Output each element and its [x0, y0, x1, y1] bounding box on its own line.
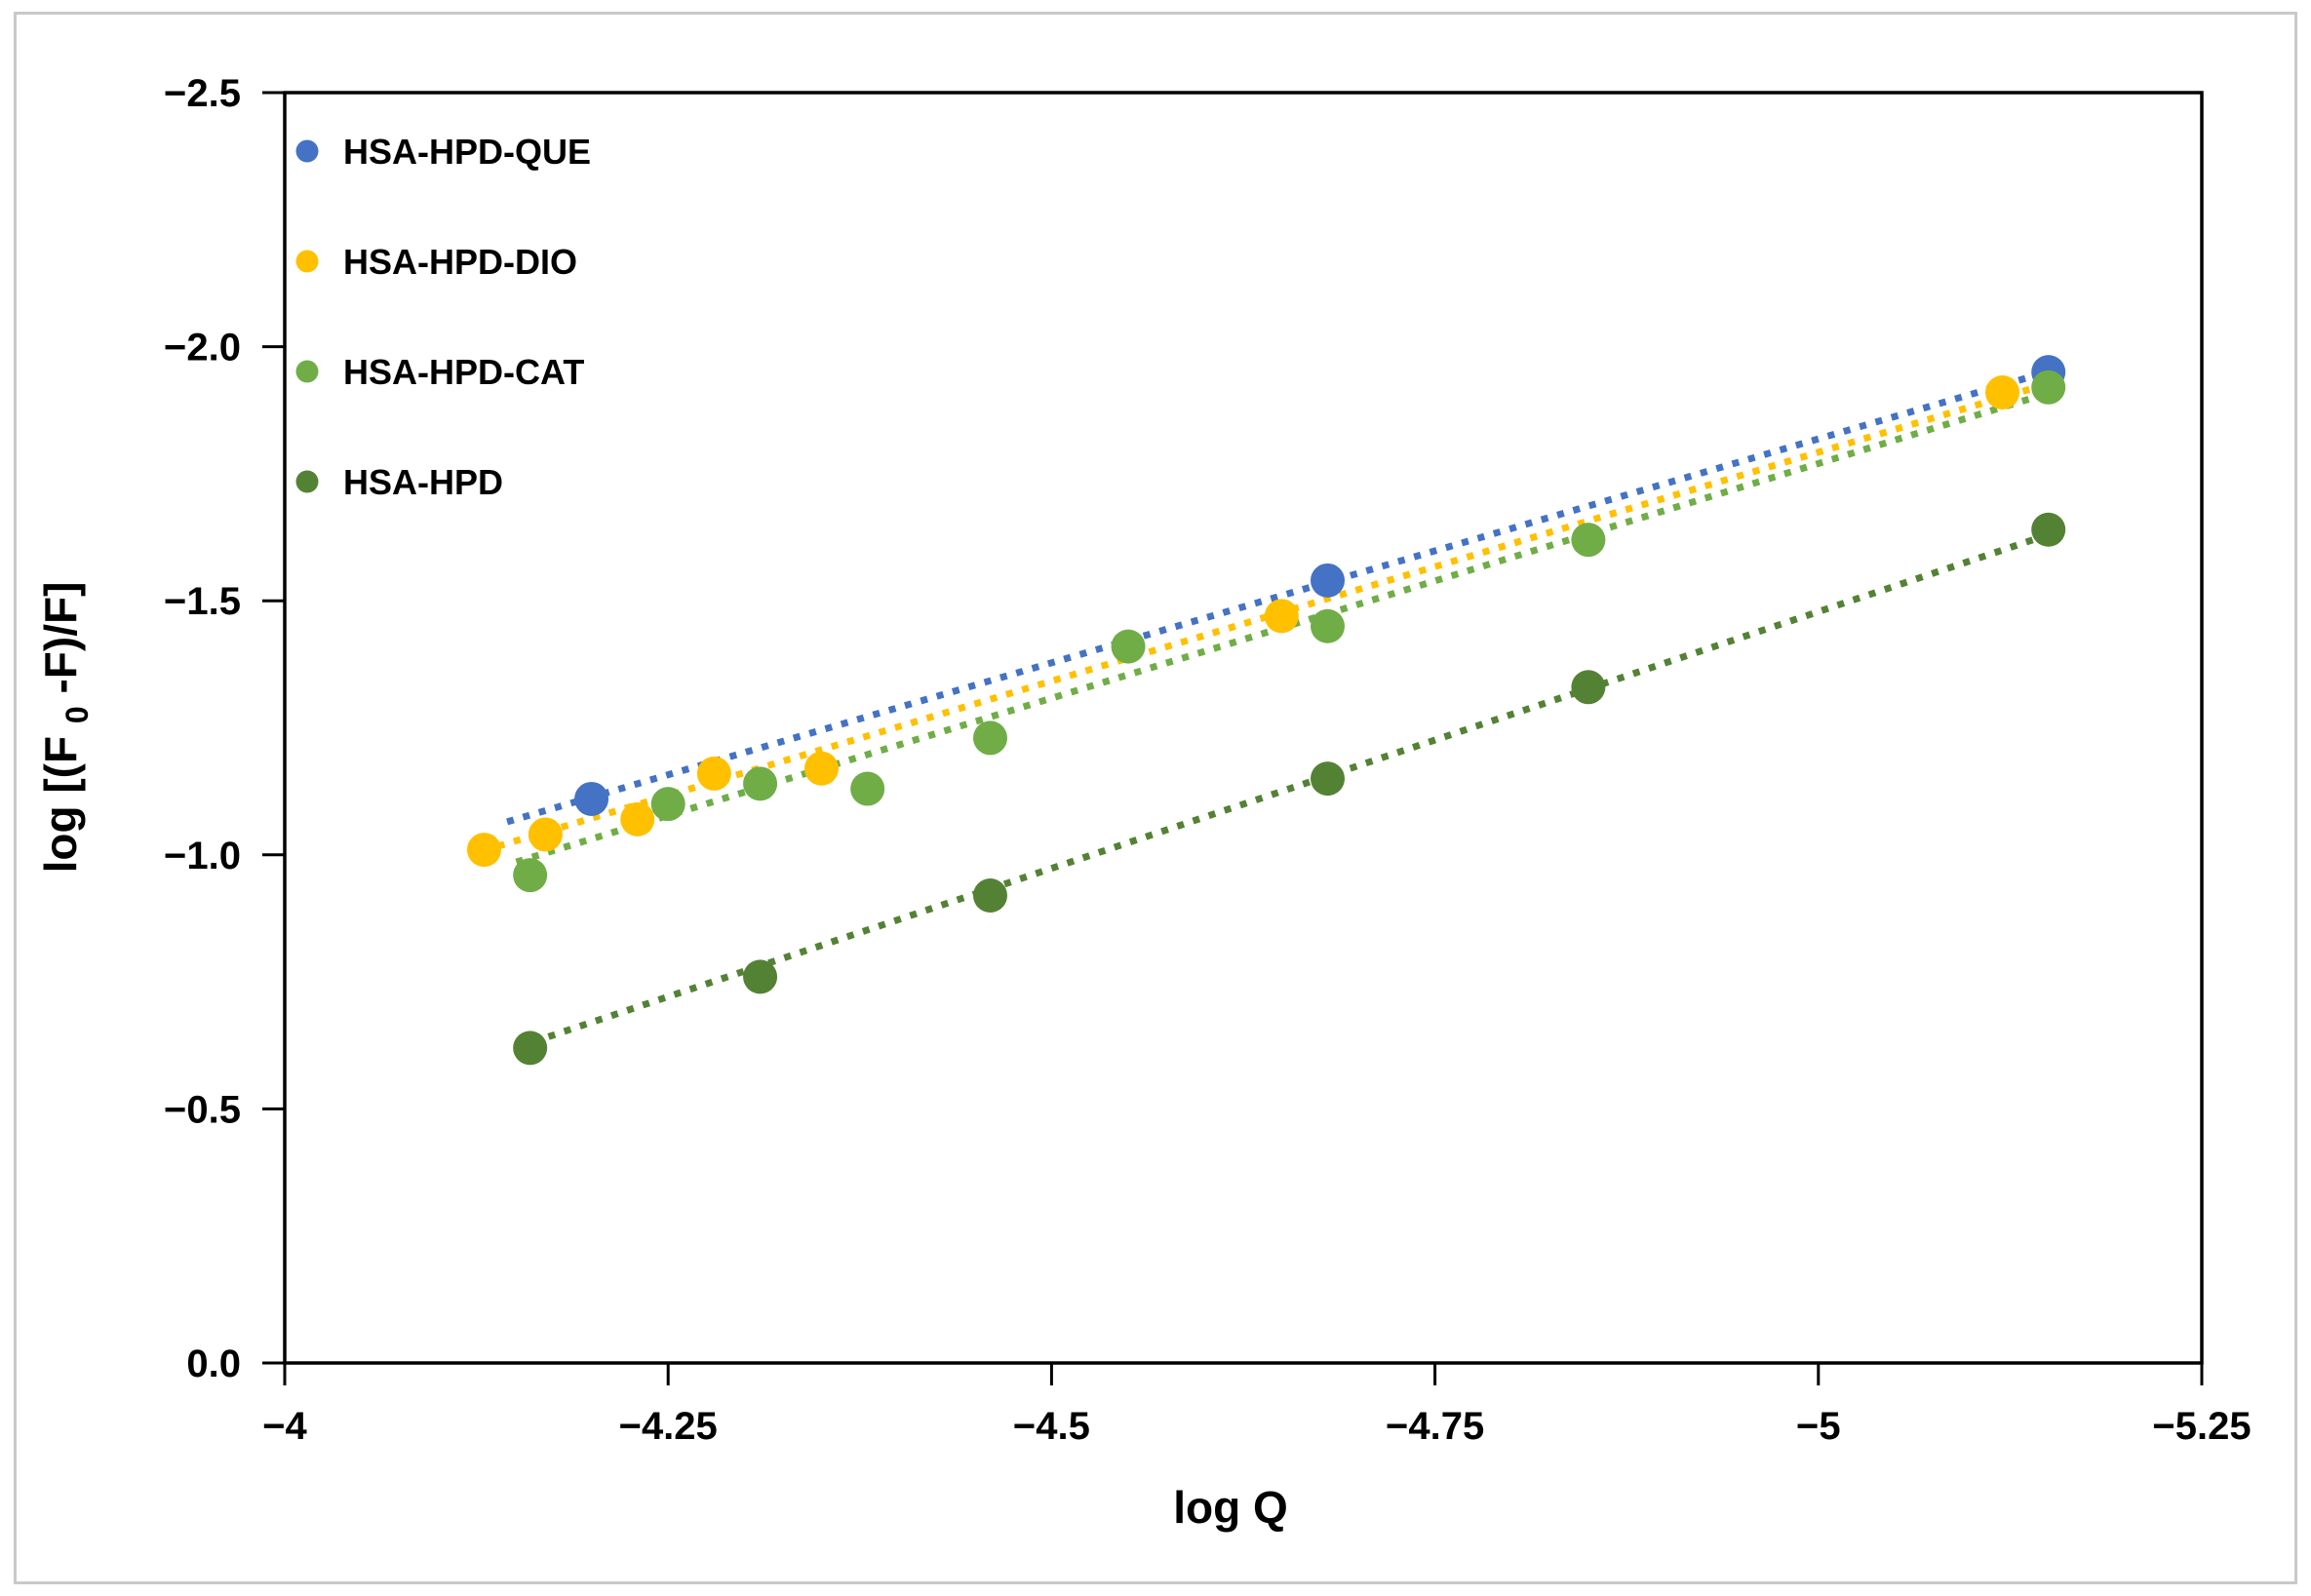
data-point-hsa-hpd-cat [743, 766, 778, 801]
legend-marker-hsa-hpd-cat [295, 360, 319, 383]
trendlines [496, 364, 2065, 1040]
legend-item-hsa-hpd-que: HSA-HPD-QUE [295, 132, 591, 172]
data-point-hsa-hpd-dio [620, 801, 655, 837]
y-axis-title-suffix: -F)/F] [35, 582, 86, 694]
plot-area [283, 91, 2204, 1365]
data-point-hsa-hpd [1571, 670, 1606, 705]
x-tick-label: −4.5 [1013, 1405, 1090, 1448]
data-point-hsa-hpd-cat [650, 787, 685, 822]
data-point-hsa-hpd-que [574, 781, 609, 816]
legend-marker-hsa-hpd-que [295, 139, 319, 163]
data-point-hsa-hpd-que [1311, 563, 1346, 598]
legend: HSA-HPD-QUE HSA-HPD-DIO HSA-HPD-CAT HSA-HPD [295, 132, 591, 502]
data-point-hsa-hpd-cat [2031, 370, 2066, 405]
data-point-hsa-hpd-cat [1311, 608, 1346, 643]
data-point-hsa-hpd [972, 877, 1007, 913]
data-point-hsa-hpd-dio [803, 751, 839, 786]
data-point-hsa-hpd-cat [513, 858, 548, 893]
legend-label: HSA-HPD-QUE [343, 132, 591, 172]
data-point-hsa-hpd-dio [466, 833, 501, 868]
data-point-hsa-hpd [513, 1031, 548, 1066]
x-tick-label: −5.25 [2152, 1405, 2251, 1448]
data-point-hsa-hpd-dio [1264, 599, 1299, 634]
axis-ticks: −4 −4.25 −4.5 −4.75 −5 −5.25 −2.5 −2.0 −1.5 −1.0 −… [164, 72, 2252, 1448]
data-point-hsa-hpd-dio [528, 817, 563, 852]
legend-label: HSA-HPD-DIO [343, 242, 577, 282]
data-point-hsa-hpd-cat [1571, 523, 1606, 558]
y-tick-label: −1.0 [164, 835, 241, 877]
data-point-hsa-hpd [1311, 761, 1346, 797]
legend-item-hsa-hpd-cat: HSA-HPD-CAT [295, 352, 584, 392]
legend-item-hsa-hpd-dio: HSA-HPD-DIO [295, 242, 577, 282]
x-tick-label: −4.75 [1386, 1405, 1484, 1448]
data-point-hsa-hpd [2031, 512, 2066, 547]
y-tick-label: 0.0 [186, 1343, 241, 1385]
data-point-hsa-hpd-cat [1111, 629, 1146, 664]
x-tick-label: −4.25 [619, 1405, 718, 1448]
legend-item-hsa-hpd: HSA-HPD [295, 462, 503, 502]
x-tick-label: −4 [262, 1405, 307, 1448]
data-points [466, 355, 2066, 1066]
data-point-hsa-hpd [743, 959, 778, 994]
y-tick-label: −2.5 [164, 72, 241, 115]
legend-marker-hsa-hpd [295, 470, 319, 493]
legend-label: HSA-HPD [343, 462, 503, 502]
trendline-hsa-hpd [547, 536, 2035, 1040]
figure-border [14, 12, 2297, 1584]
y-axis-title-subscript: 0 [59, 706, 95, 723]
y-tick-label: −2.0 [164, 327, 241, 370]
trendline-hsa-hpd-que [506, 364, 2065, 826]
legend-label: HSA-HPD-CAT [343, 352, 584, 392]
data-point-hsa-hpd-dio [1985, 375, 2020, 410]
legend-marker-hsa-hpd-dio [295, 250, 319, 273]
data-point-hsa-hpd-dio [696, 756, 731, 791]
y-tick-label: −1.5 [164, 580, 241, 623]
x-tick-label: −5 [1796, 1405, 1841, 1448]
data-point-hsa-hpd-cat [850, 771, 885, 806]
y-axis-title: log [(F 0 -F)/F] [35, 582, 98, 874]
y-axis-title-prefix: log [(F [35, 736, 86, 874]
x-axis-title: log Q [1173, 1482, 1288, 1533]
y-tick-label: −0.5 [164, 1088, 241, 1131]
data-point-hsa-hpd-cat [972, 720, 1007, 756]
